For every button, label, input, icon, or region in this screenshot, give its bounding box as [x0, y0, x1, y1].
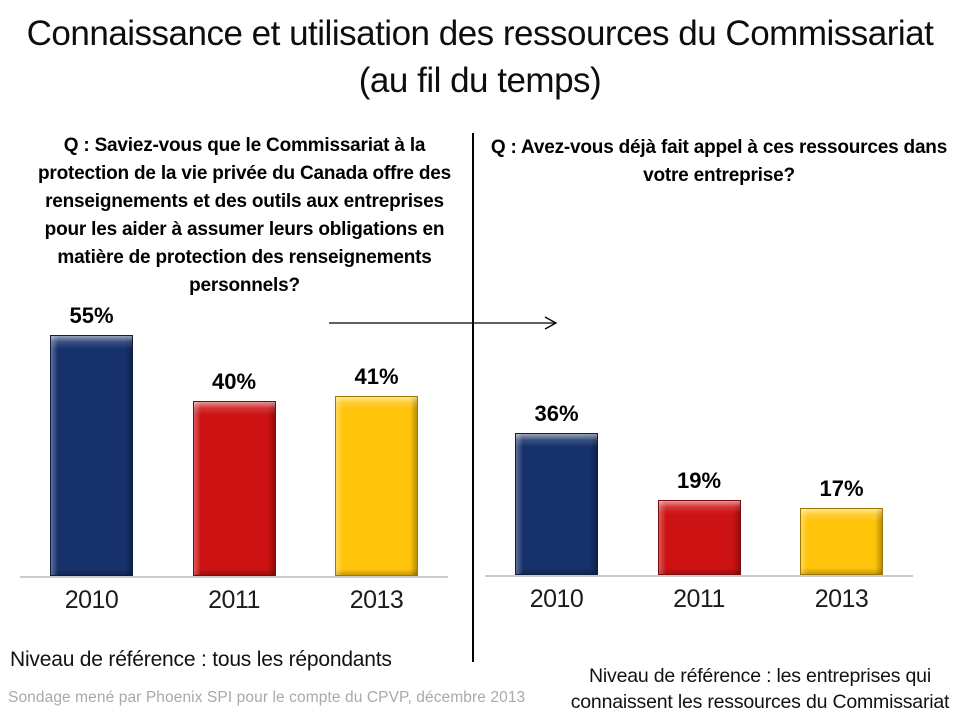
- page-title: Connaissance et utilisation des ressourc…: [26, 14, 934, 100]
- x-axis-label-2011: 2011: [673, 585, 725, 613]
- source-note: Sondage mené par Phoenix SPI pour le com…: [8, 689, 526, 706]
- bar-2013: [800, 508, 883, 575]
- usage-plot-area: 36% 19% 17%: [485, 297, 913, 577]
- bar-group-2013: 41%: [335, 365, 418, 576]
- bar-group-2010: 36%: [515, 402, 598, 575]
- bar-2010: [515, 433, 598, 575]
- usage-baseline-note: Niveau de référence : les entreprises qu…: [570, 665, 950, 713]
- bar-group-2011: 19%: [657, 468, 741, 575]
- bar-2013: [335, 396, 418, 576]
- bar-value-label: 55%: [69, 303, 114, 328]
- bar-value-label: 17%: [819, 476, 864, 501]
- awareness-plot-area: 55% 40% 41%: [20, 298, 448, 578]
- awareness-chart: 55% 40% 41% 2010 2011 2013: [20, 298, 448, 615]
- x-axis-label-2010: 2010: [64, 586, 119, 614]
- bar-2011: [192, 401, 276, 576]
- bar-group-2011: 40%: [192, 369, 276, 576]
- awareness-baseline-note: Niveau de référence : tous les répondant…: [10, 648, 392, 671]
- x-axis-label-2013: 2013: [349, 586, 404, 614]
- bar-2010: [50, 335, 133, 576]
- bar-2011: [657, 500, 741, 575]
- usage-question: Q : Avez-vous déjà fait appel à ces ress…: [490, 137, 948, 186]
- bar-value-label: 40%: [211, 369, 257, 394]
- bar-group-2013: 17%: [800, 477, 883, 575]
- section-divider-line: [472, 133, 474, 662]
- usage-chart: 36% 19% 17% 2010 2011 2013: [485, 297, 913, 614]
- flow-arrow-icon: [329, 316, 558, 330]
- bar-value-label: 19%: [676, 468, 722, 493]
- x-axis-label-2011: 2011: [208, 586, 260, 614]
- bar-value-label: 36%: [534, 401, 579, 426]
- bar-value-label: 41%: [354, 364, 399, 389]
- x-axis-label-2013: 2013: [814, 585, 869, 613]
- bar-group-2010: 55%: [50, 304, 133, 576]
- x-axis: 2010 2011 2013: [485, 585, 913, 614]
- x-axis-label-2010: 2010: [529, 585, 584, 613]
- x-axis: 2010 2011 2013: [20, 586, 448, 615]
- awareness-question: Q : Saviez-vous que le Commissariat à la…: [38, 135, 451, 296]
